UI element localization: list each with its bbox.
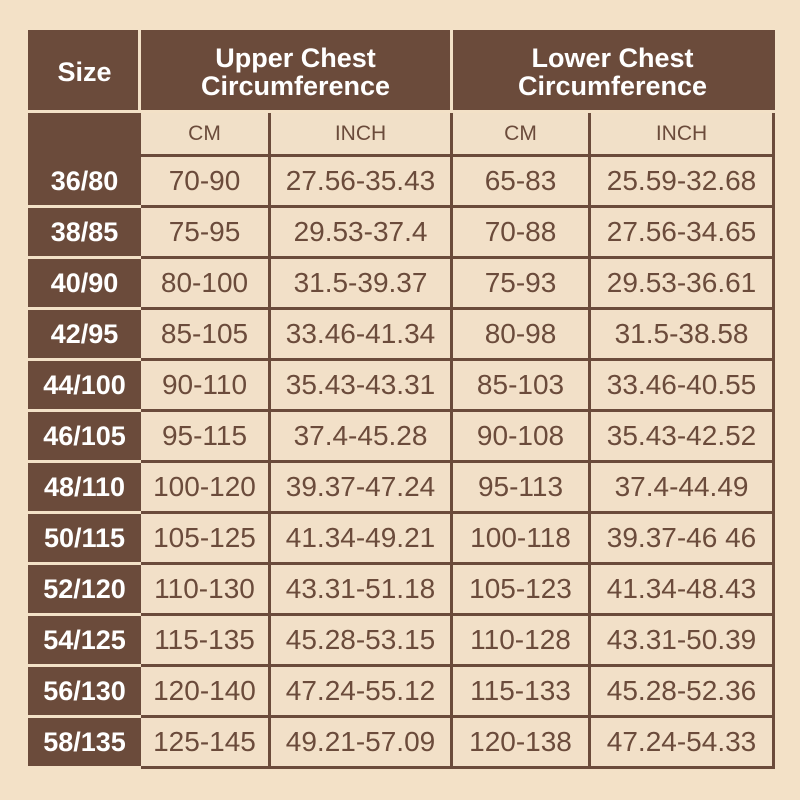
table-row: 56/130 120-140 47.24-55.12 115-133 45.28-52.…	[28, 664, 776, 718]
value-cell: 80-100	[138, 256, 271, 310]
value-cell: 41.34-49.21	[267, 511, 454, 565]
value-cell: 35.43-43.31	[267, 358, 454, 412]
corner-cell	[28, 110, 141, 157]
lower-chest-header: Lower Chest Circumference	[450, 30, 776, 113]
size-header: Size	[28, 30, 141, 113]
value-cell: 47.24-54.33	[588, 715, 776, 769]
value-cell: 125-145	[138, 715, 271, 769]
value-cell: 43.31-50.39	[588, 613, 776, 667]
value-cell: 39.37-46 46	[588, 511, 776, 565]
value-cell: 25.59-32.68	[588, 154, 776, 208]
value-cell: 75-95	[138, 205, 271, 259]
unit-header: CM	[138, 110, 271, 157]
value-cell: 95-115	[138, 409, 271, 463]
value-cell: 29.53-36.61	[588, 256, 776, 310]
unit-header: INCH	[588, 110, 776, 157]
table-row: 40/90 80-100 31.5-39.37 75-93 29.53-36.61	[28, 256, 776, 310]
value-cell: 29.53-37.4	[267, 205, 454, 259]
value-cell: 90-110	[138, 358, 271, 412]
value-cell: 90-108	[450, 409, 592, 463]
value-cell: 85-103	[450, 358, 592, 412]
size-cell: 56/130	[28, 664, 141, 718]
size-cell: 36/80	[28, 154, 141, 208]
size-cell: 54/125	[28, 613, 141, 667]
table-row: 36/80 70-90 27.56-35.43 65-83 25.59-32.68	[28, 154, 776, 208]
size-cell: 48/110	[28, 460, 141, 514]
value-cell: 43.31-51.18	[267, 562, 454, 616]
value-cell: 100-118	[450, 511, 592, 565]
table-row: 50/115 105-125 41.34-49.21 100-118 39.37-46 …	[28, 511, 776, 565]
table-row: 38/85 75-95 29.53-37.4 70-88 27.56-34.65	[28, 205, 776, 259]
value-cell: 41.34-48.43	[588, 562, 776, 616]
size-cell: 46/105	[28, 409, 141, 463]
value-cell: 31.5-39.37	[267, 256, 454, 310]
value-cell: 45.28-53.15	[267, 613, 454, 667]
value-cell: 115-133	[450, 664, 592, 718]
value-cell: 105-123	[450, 562, 592, 616]
value-cell: 39.37-47.24	[267, 460, 454, 514]
value-cell: 120-138	[450, 715, 592, 769]
value-cell: 33.46-40.55	[588, 358, 776, 412]
table-row: 42/95 85-105 33.46-41.34 80-98 31.5-38.58	[28, 307, 776, 361]
value-cell: 75-93	[450, 256, 592, 310]
upper-chest-header: Upper Chest Circumference	[137, 30, 454, 113]
value-cell: 70-90	[138, 154, 271, 208]
value-cell: 49.21-57.09	[267, 715, 454, 769]
value-cell: 31.5-38.58	[588, 307, 776, 361]
value-cell: 115-135	[138, 613, 271, 667]
table-row: 52/120 110-130 43.31-51.18 105-123 41.34-48.…	[28, 562, 776, 616]
size-cell: 44/100	[28, 358, 141, 412]
value-cell: 110-128	[450, 613, 592, 667]
size-cell: 38/85	[28, 205, 141, 259]
value-cell: 65-83	[450, 154, 592, 208]
size-cell: 40/90	[28, 256, 141, 310]
value-cell: 27.56-35.43	[267, 154, 454, 208]
value-cell: 95-113	[450, 460, 592, 514]
size-chart-table: Size Upper Chest Circumference Lower Che…	[28, 30, 776, 769]
table-row: 48/110 100-120 39.37-47.24 95-113 37.4-44.49	[28, 460, 776, 514]
value-cell: 35.43-42.52	[588, 409, 776, 463]
value-cell: 33.46-41.34	[267, 307, 454, 361]
table-row: 44/100 90-110 35.43-43.31 85-103 33.46-40.55	[28, 358, 776, 412]
value-cell: 120-140	[138, 664, 271, 718]
size-cell: 52/120	[28, 562, 141, 616]
value-cell: 37.4-44.49	[588, 460, 776, 514]
unit-header: INCH	[267, 110, 454, 157]
value-cell: 110-130	[138, 562, 271, 616]
unit-header: CM	[450, 110, 592, 157]
value-cell: 45.28-52.36	[588, 664, 776, 718]
table-row: 54/125 115-135 45.28-53.15 110-128 43.31-50.…	[28, 613, 776, 667]
value-cell: 85-105	[138, 307, 271, 361]
size-cell: 42/95	[28, 307, 141, 361]
value-cell: 105-125	[138, 511, 271, 565]
size-cell: 58/135	[28, 715, 141, 769]
value-cell: 80-98	[450, 307, 592, 361]
value-cell: 70-88	[450, 205, 592, 259]
value-cell: 27.56-34.65	[588, 205, 776, 259]
table-row: 46/105 95-115 37.4-45.28 90-108 35.43-42.52	[28, 409, 776, 463]
size-cell: 50/115	[28, 511, 141, 565]
table-row: 58/135 125-145 49.21-57.09 120-138 47.24-54.…	[28, 715, 776, 769]
value-cell: 37.4-45.28	[267, 409, 454, 463]
value-cell: 47.24-55.12	[267, 664, 454, 718]
value-cell: 100-120	[138, 460, 271, 514]
